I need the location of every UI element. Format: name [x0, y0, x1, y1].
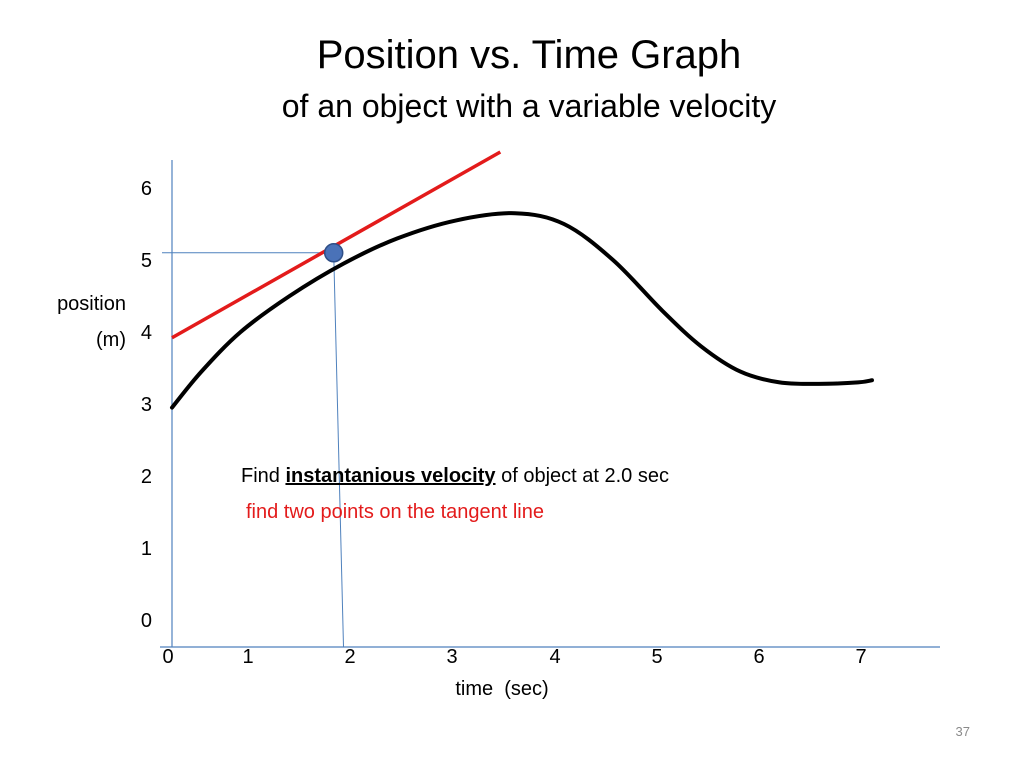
instruction-emphasis: instantanious velocity: [285, 465, 496, 487]
x-tick-label: 0: [162, 646, 173, 668]
hint-text: find two points on the tangent line: [246, 501, 544, 523]
slide-title: Position vs. Time Graph: [316, 33, 742, 77]
guide-line-vertical: [333, 252, 344, 648]
x-tick-label: 5: [651, 646, 662, 668]
position-curve: [170, 211, 874, 410]
x-tick-label: 3: [446, 646, 457, 668]
instruction-prefix: Find: [241, 465, 286, 487]
slide-subtitle: of an object with a variable velocity: [281, 88, 777, 124]
x-tick-label: 2: [344, 646, 355, 668]
y-axis-label: position (m): [22, 286, 126, 358]
y-tick-label: 1: [141, 538, 152, 560]
y-tick-label: 4: [141, 322, 152, 344]
y-axis-label-line-2: (m): [96, 329, 126, 351]
instruction-suffix: of object at 2.0 sec: [495, 465, 669, 487]
y-tick-label: 2: [141, 466, 152, 488]
y-axis-label-line-1: position: [57, 293, 126, 315]
y-tick-label: 6: [141, 178, 152, 200]
x-tick-label: 4: [549, 646, 560, 668]
x-tick-label: 6: [753, 646, 764, 668]
y-tick-label: 5: [141, 250, 152, 272]
instruction-text: Find instantanious velocity of object at…: [241, 465, 669, 488]
tangent-point-marker: [323, 243, 344, 263]
page-number: 37: [955, 724, 970, 739]
x-tick-label: 1: [242, 646, 253, 668]
x-tick-label: 7: [855, 646, 866, 668]
x-axis-label: time (sec): [455, 678, 549, 700]
y-tick-label: 3: [141, 394, 152, 416]
y-tick-label: 0: [141, 610, 152, 632]
